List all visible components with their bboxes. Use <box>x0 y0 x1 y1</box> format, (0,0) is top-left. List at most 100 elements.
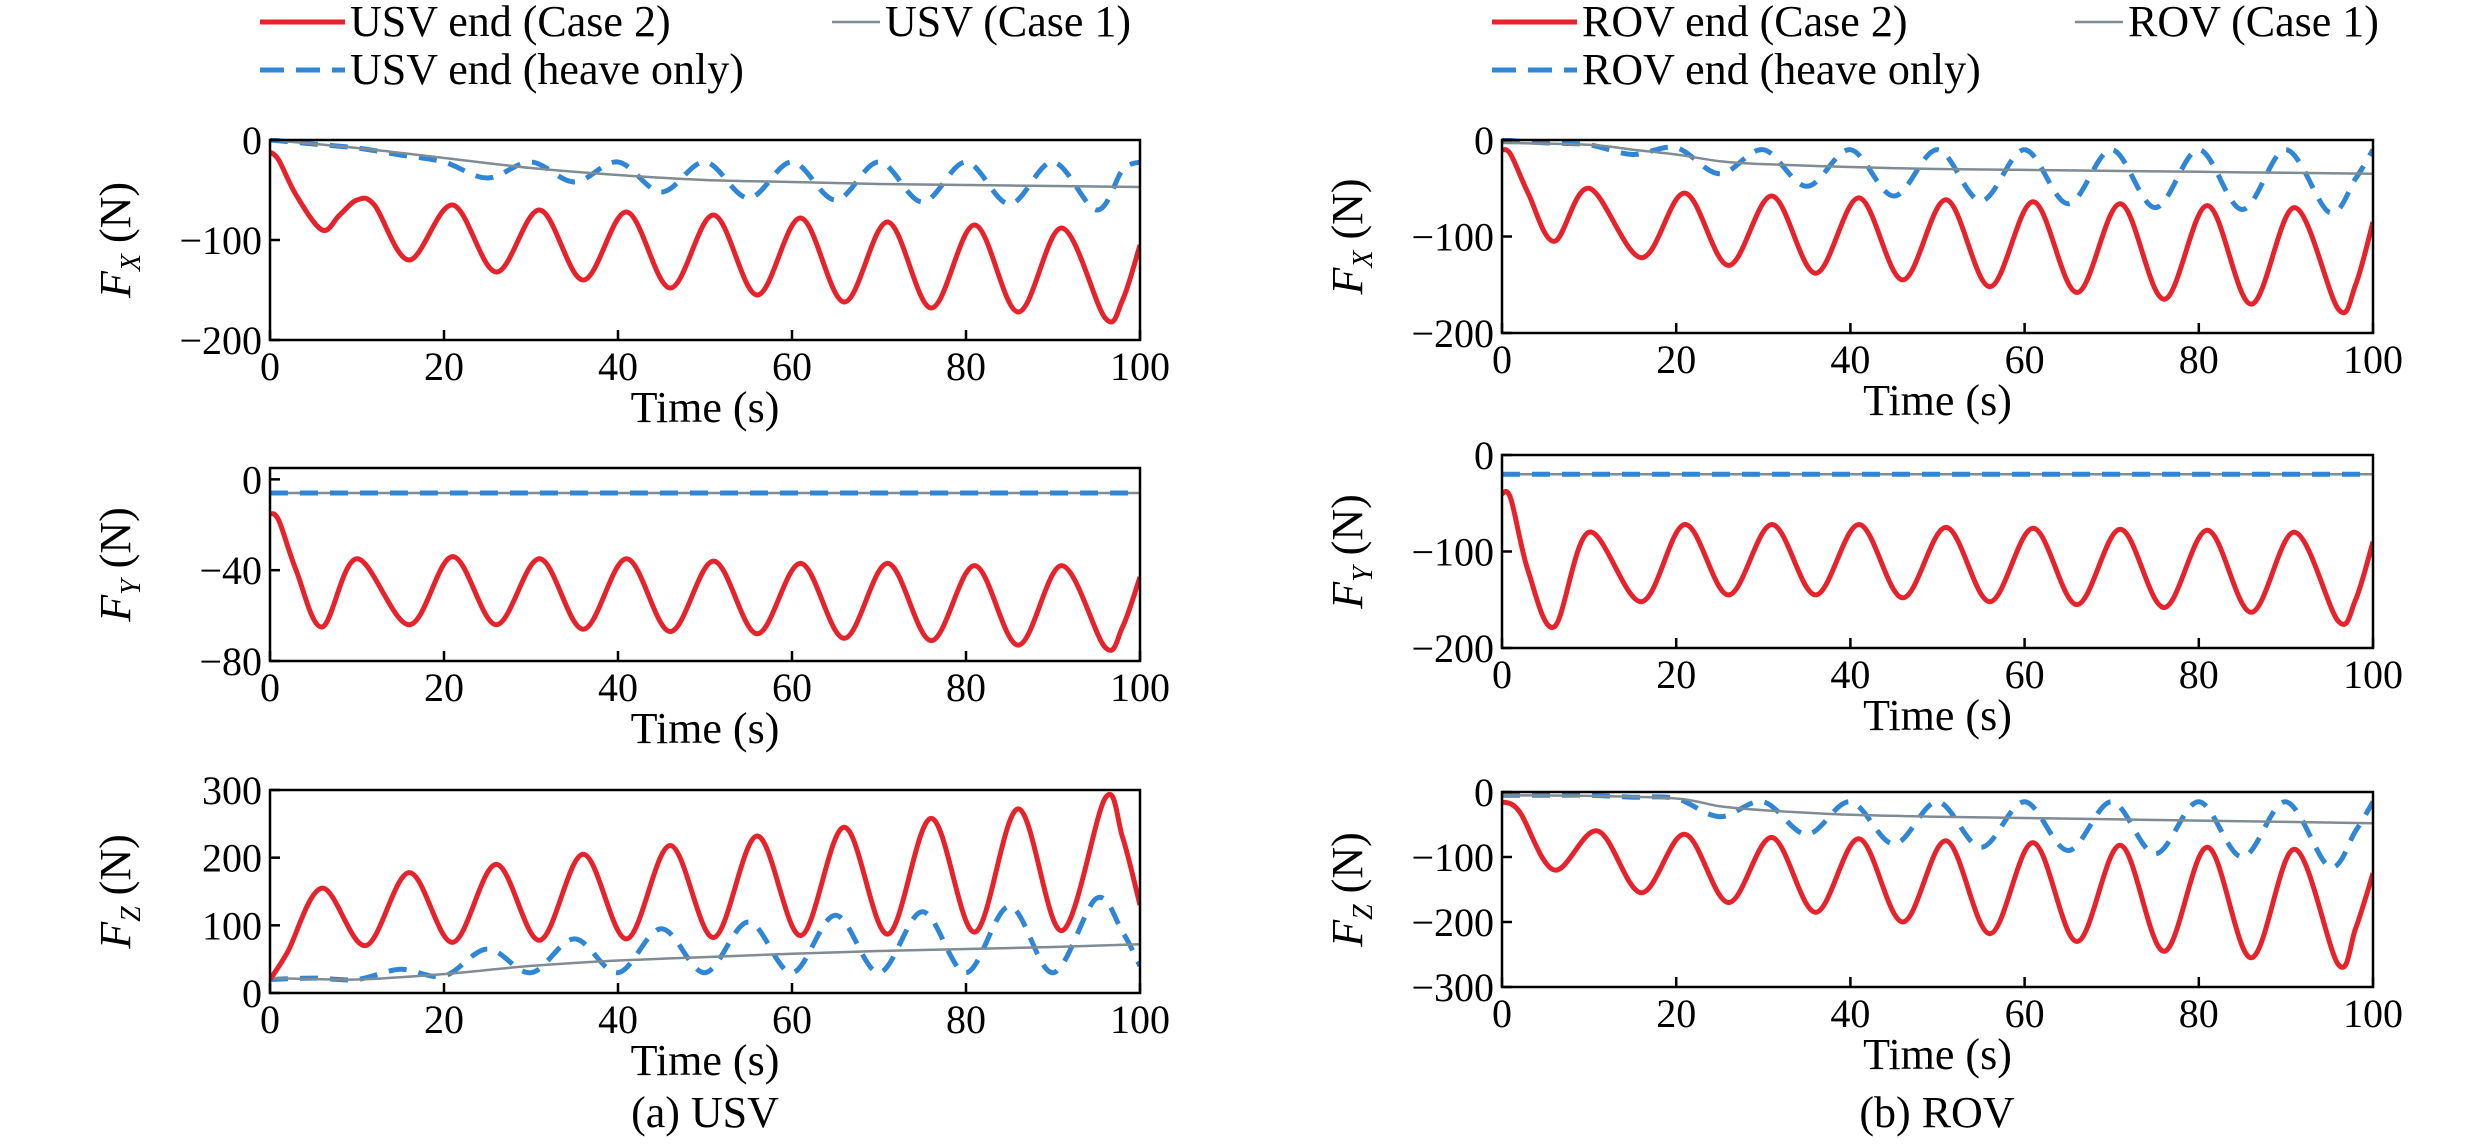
series-line-case2 <box>1502 147 2373 316</box>
x-tick-label: 100 <box>1110 997 1170 1042</box>
series-line-case2 <box>270 149 1140 325</box>
x-tick-label: 0 <box>1492 991 1512 1036</box>
y-tick-label: 200 <box>202 836 262 881</box>
y-tick-label: −200 <box>1411 311 1494 356</box>
panel-caption-usv: (a) USV <box>631 1088 779 1137</box>
subplot-usv-x: 0 20 40 60 80 100 0 −100 −200 Time (s) FX (N) <box>91 118 1170 432</box>
y-tick-label: −40 <box>199 548 262 593</box>
plot-frame <box>268 466 1142 663</box>
y-tick-label: −100 <box>1411 215 1494 260</box>
series-line-heave <box>270 138 1140 213</box>
x-tick-label: 20 <box>424 665 464 710</box>
series-line-case2 <box>270 511 1140 653</box>
y-axis-label: FY (N) <box>91 507 147 623</box>
x-axis-label: Time (s) <box>1863 1030 2012 1079</box>
y-axis-label: FZ (N) <box>91 834 147 950</box>
subplot-rov-z: 0 20 40 60 80 100 0 −100 −200 −300 Time (s) FZ (N) <box>1323 770 2403 1079</box>
subplot-usv-z: 0 20 40 60 80 100 300 200 100 0 Time (s) FZ (N) <box>91 768 1170 1085</box>
x-tick-label: 100 <box>1110 665 1170 710</box>
legend-usv: USV end (Case 2) USV (Case 1) USV end (hea… <box>260 0 1131 94</box>
series-line-case1 <box>1502 141 2373 176</box>
x-tick-label: 60 <box>772 665 812 710</box>
y-tick-label: −200 <box>1411 626 1494 671</box>
y-tick-label: 0 <box>242 118 262 163</box>
subplot-rov-y: 0 20 40 60 80 100 0 −100 −200 Time (s) FY (N) <box>1323 433 2403 740</box>
y-tick-label: 100 <box>202 903 262 948</box>
plot-frame <box>268 138 1142 342</box>
x-tick-label: 80 <box>946 344 986 389</box>
x-tick-label: 20 <box>1656 991 1696 1036</box>
series-line-heave <box>1502 792 2373 870</box>
y-tick-label: 300 <box>202 768 262 813</box>
plot-frame <box>1500 453 2375 650</box>
x-axis-label: Time (s) <box>1863 376 2012 425</box>
x-tick-label: 80 <box>2179 337 2219 382</box>
x-tick-label: 40 <box>1830 652 1870 697</box>
series-line-case1 <box>270 943 1140 981</box>
series-group <box>1502 792 2373 970</box>
y-tick-label: −200 <box>1411 900 1494 945</box>
x-tick-label: 60 <box>772 997 812 1042</box>
x-tick-label: 40 <box>1830 991 1870 1036</box>
plot-frame <box>1500 790 2375 989</box>
x-tick-label: 100 <box>2343 337 2403 382</box>
subplot-rov-x: 0 20 40 60 80 100 0 −100 −200 Time (s) FX (N) <box>1323 118 2403 425</box>
legend-label-case1: ROV (Case 1) <box>2128 0 2379 46</box>
series-line-case2 <box>1502 488 2373 630</box>
series-line-case2 <box>270 792 1140 981</box>
y-tick-label: −200 <box>179 318 262 363</box>
x-axis-label: Time (s) <box>1863 691 2012 740</box>
x-tick-label: 80 <box>2179 652 2219 697</box>
x-tick-label: 60 <box>2005 991 2045 1036</box>
series-line-heave <box>270 894 1140 983</box>
captions: (a) USV (b) ROV <box>631 1088 2015 1137</box>
series-line-heave <box>1502 138 2373 216</box>
plot-frame <box>268 788 1142 995</box>
y-tick-label: 0 <box>1474 770 1494 815</box>
legends: USV end (Case 2) USV (Case 1) USV end (hea… <box>260 0 2379 94</box>
y-tick-label: −80 <box>199 639 262 684</box>
x-tick-label: 0 <box>1492 652 1512 697</box>
subplots: 0 20 40 60 80 100 0 −100 −200 Time (s) FX (N) 0 20 40… <box>91 118 2403 1085</box>
y-tick-label: −100 <box>1411 835 1494 880</box>
x-tick-label: 80 <box>946 997 986 1042</box>
panel-caption-rov: (b) ROV <box>1859 1088 2014 1137</box>
y-axis-label: FX (N) <box>1323 178 1379 295</box>
x-tick-label: 80 <box>2179 991 2219 1036</box>
legend-label-heave: ROV end (heave only) <box>1582 45 1981 94</box>
series-group <box>270 138 1140 325</box>
series-group <box>270 490 1140 653</box>
series-group <box>1502 471 2373 630</box>
y-axis-label: FZ (N) <box>1323 832 1379 948</box>
x-tick-label: 40 <box>1830 337 1870 382</box>
x-axis-label: Time (s) <box>631 383 780 432</box>
x-tick-label: 40 <box>598 997 638 1042</box>
legend-label-heave: USV end (heave only) <box>350 45 744 94</box>
x-tick-label: 100 <box>1110 344 1170 389</box>
x-tick-label: 0 <box>260 344 280 389</box>
x-tick-label: 100 <box>2343 652 2403 697</box>
x-tick-label: 0 <box>260 997 280 1042</box>
x-tick-label: 20 <box>424 344 464 389</box>
y-tick-label: −100 <box>1411 530 1494 575</box>
x-axis-label: Time (s) <box>631 1036 780 1085</box>
x-tick-label: 20 <box>1656 652 1696 697</box>
series-group <box>270 792 1140 983</box>
x-tick-label: 20 <box>1656 337 1696 382</box>
x-tick-label: 80 <box>946 665 986 710</box>
y-axis-label: FX (N) <box>91 182 147 299</box>
legend-label-case2: USV end (Case 2) <box>350 0 671 46</box>
y-tick-label: 0 <box>242 457 262 502</box>
x-axis-label: Time (s) <box>631 704 780 753</box>
subplot-usv-y: 0 20 40 60 80 100 0 −40 −80 Time (s) FY (N) <box>91 457 1170 753</box>
legend-rov: ROV end (Case 2) ROV (Case 1) ROV end (hea… <box>1492 0 2379 94</box>
series-line-case1 <box>270 138 1140 189</box>
y-tick-label: −100 <box>179 218 262 263</box>
series-line-case2 <box>1502 799 2373 970</box>
x-tick-label: 100 <box>2343 991 2403 1036</box>
y-tick-label: 0 <box>242 971 262 1016</box>
x-tick-label: 0 <box>1492 337 1512 382</box>
series-group <box>1502 138 2373 316</box>
x-tick-label: 60 <box>772 344 812 389</box>
